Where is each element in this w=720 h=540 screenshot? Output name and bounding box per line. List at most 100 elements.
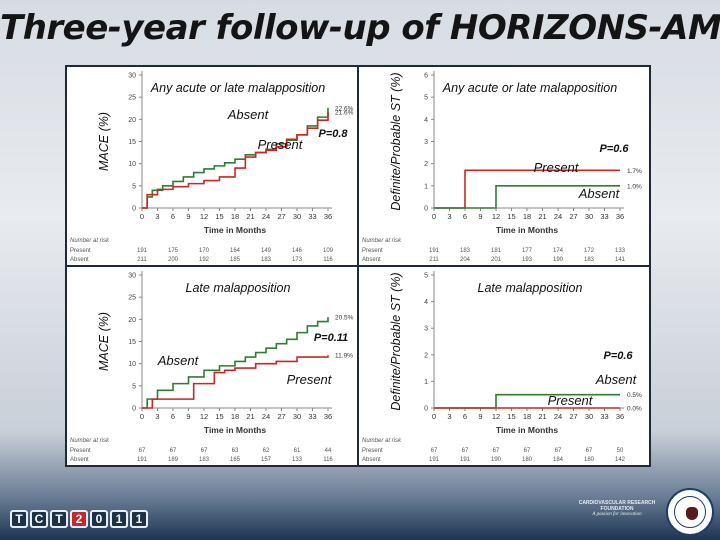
x-tick-label: 6	[463, 412, 467, 421]
at-risk-value: 116	[323, 257, 333, 263]
at-risk-value: 183	[199, 457, 210, 463]
y-tick-label: 1	[424, 183, 428, 190]
at-risk-value: 141	[615, 257, 626, 263]
series-end-label: 1.0%	[627, 183, 642, 190]
y-tick-label: 0	[132, 206, 136, 213]
at-risk-header: Number at risk	[70, 238, 110, 244]
y-tick-label: 5	[424, 273, 428, 280]
x-tick-label: 27	[569, 412, 577, 421]
x-tick-label: 15	[215, 412, 223, 421]
at-risk-value: 191	[137, 457, 148, 463]
x-tick-label: 24	[554, 212, 562, 221]
at-risk-value: 146	[292, 248, 303, 254]
series-annotation: Absent	[595, 372, 638, 387]
x-axis-label: Time in Months	[204, 425, 266, 435]
at-risk-value: 211	[429, 257, 439, 263]
logo-letter: T	[50, 510, 68, 528]
x-tick-label: 15	[507, 412, 515, 421]
logo-letter: 0	[90, 510, 108, 528]
at-risk-header: Number at risk	[362, 438, 402, 444]
x-tick-label: 30	[293, 212, 301, 221]
at-risk-value: 67	[139, 448, 146, 454]
series-annotation: Present	[258, 137, 304, 152]
series-annotation: Present	[548, 393, 594, 408]
km-panel: Late malapposition Definite/Probable ST (…	[362, 271, 642, 463]
x-tick-label: 3	[447, 212, 451, 221]
y-tick-label: 3	[424, 326, 428, 333]
at-risk-value: 50	[617, 448, 624, 454]
x-tick-label: 0	[432, 412, 436, 421]
x-tick-label: 33	[600, 412, 608, 421]
y-tick-label: 5	[424, 95, 428, 102]
x-tick-label: 6	[171, 412, 175, 421]
y-axis-label: Definite/Probable ST (%)	[389, 272, 403, 410]
y-tick-label: 30	[128, 73, 136, 80]
x-tick-label: 21	[538, 212, 546, 221]
series-end-label: 21.6%	[335, 110, 354, 117]
at-risk-value: 190	[553, 257, 564, 263]
x-tick-label: 15	[507, 212, 515, 221]
panel-title: Any acute or late malapposition	[150, 81, 325, 95]
km-curve-present	[142, 355, 329, 409]
p-value-label: P=0.6	[599, 143, 629, 155]
x-tick-label: 9	[186, 212, 190, 221]
km-panel: Any acute or late malapposition MACE (%) 0…	[70, 71, 354, 263]
at-risk-value: 190	[491, 457, 502, 463]
y-axis-label: MACE (%)	[97, 312, 111, 371]
x-tick-label: 9	[478, 212, 482, 221]
at-risk-value: 211	[137, 257, 147, 263]
x-tick-label: 36	[324, 412, 332, 421]
at-risk-row-label: Absent	[362, 457, 381, 463]
x-tick-label: 30	[585, 412, 593, 421]
crf-name: CARDIOVASCULAR RESEARCH FOUNDATION	[578, 500, 656, 512]
at-risk-value: 175	[168, 248, 179, 254]
series-end-label: 22.6%	[335, 105, 354, 112]
at-risk-value: 133	[615, 248, 626, 254]
x-axis-label: Time in Months	[496, 225, 558, 235]
x-tick-label: 36	[324, 212, 332, 221]
logo-letter: C	[30, 510, 48, 528]
y-tick-label: 10	[128, 361, 136, 368]
at-risk-value: 62	[263, 448, 270, 454]
at-risk-value: 177	[522, 248, 533, 254]
series-annotation: Present	[287, 372, 333, 387]
x-tick-label: 33	[600, 212, 608, 221]
at-risk-value: 183	[460, 248, 471, 254]
x-tick-label: 9	[478, 412, 482, 421]
x-tick-label: 12	[492, 212, 500, 221]
at-risk-value: 157	[261, 457, 272, 463]
at-risk-value: 67	[431, 448, 438, 454]
p-value-label: P=0.8	[318, 128, 348, 140]
at-risk-value: 172	[584, 248, 595, 254]
at-risk-value: 116	[323, 457, 333, 463]
series-end-label: 0.5%	[627, 392, 642, 399]
x-tick-label: 27	[277, 412, 285, 421]
at-risk-value: 191	[429, 248, 440, 254]
at-risk-value: 192	[199, 257, 210, 263]
x-tick-label: 3	[447, 412, 451, 421]
series-end-label: 1.7%	[627, 168, 642, 175]
at-risk-value: 200	[168, 257, 179, 263]
x-tick-label: 18	[231, 212, 239, 221]
y-tick-label: 15	[128, 339, 136, 346]
x-tick-label: 24	[554, 412, 562, 421]
series-annotation: Absent	[157, 353, 200, 368]
at-risk-header: Number at risk	[70, 438, 110, 444]
at-risk-value: 180	[584, 457, 595, 463]
x-axis-label: Time in Months	[496, 425, 558, 435]
x-tick-label: 36	[616, 412, 624, 421]
at-risk-value: 67	[586, 448, 593, 454]
series-annotation: Present	[534, 160, 580, 175]
at-risk-row-label: Present	[362, 248, 383, 254]
x-tick-label: 24	[262, 212, 270, 221]
crf-logo: CARDIOVASCULAR RESEARCH FOUNDATION A pas…	[572, 500, 662, 518]
at-risk-value: 174	[553, 248, 564, 254]
x-axis-label: Time in Months	[204, 225, 266, 235]
y-tick-label: 15	[128, 139, 136, 146]
x-tick-label: 21	[538, 412, 546, 421]
x-tick-label: 21	[246, 212, 254, 221]
at-risk-value: 191	[460, 457, 471, 463]
x-tick-label: 18	[523, 412, 531, 421]
slide-title: Three-year follow-up of HORIZONS-AMI	[0, 8, 720, 48]
